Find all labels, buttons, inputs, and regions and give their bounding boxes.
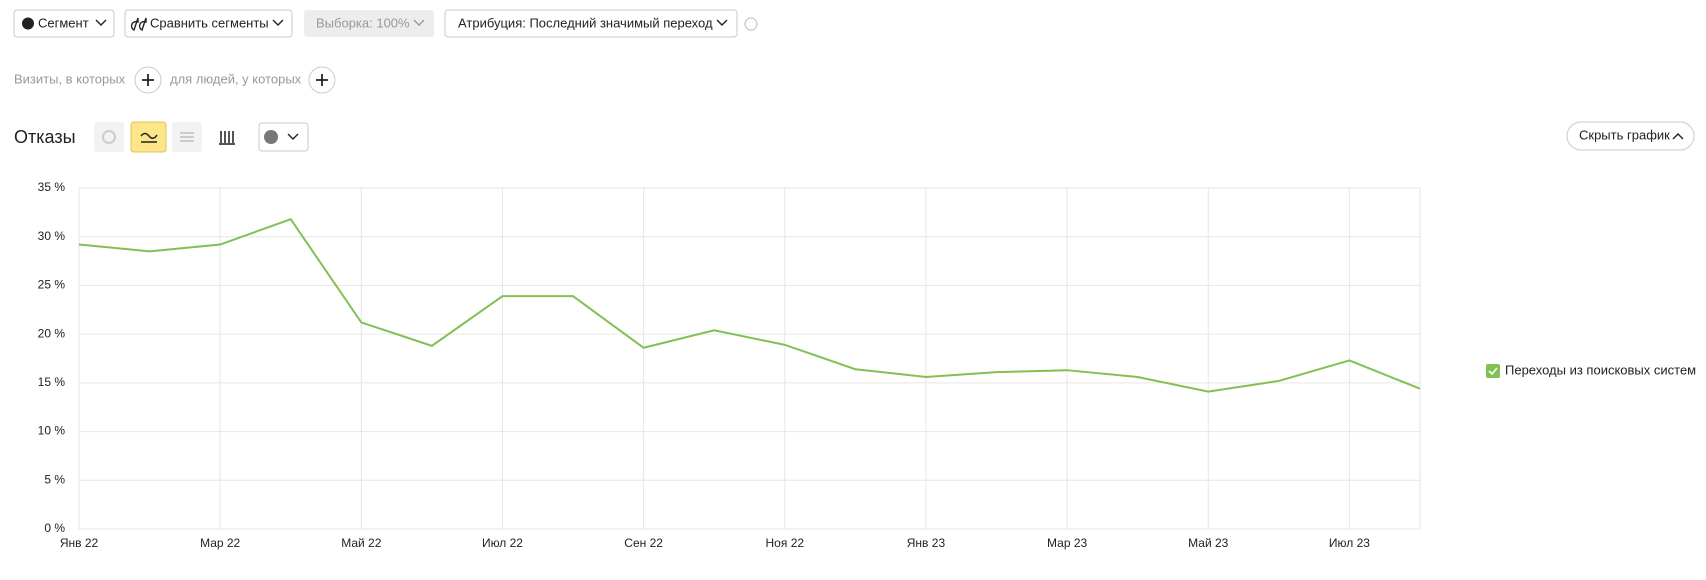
add-people-filter[interactable] [308,66,336,94]
button-label: Сравнить сегменты [150,15,269,30]
sample-button[interactable]: Выборка: 100% [304,10,434,37]
chevron [413,19,425,26]
button-label: Выборка: 100% [316,15,410,30]
x-tick-label: Май 22 [341,536,382,550]
button-label: Скрыть график [1579,127,1670,142]
y-tick-label: 5 % [44,472,65,486]
attribution-button[interactable]: Атрибуция: Последний значимый переход [444,9,738,38]
chevron [287,133,299,140]
notes-dropdown[interactable] [258,122,309,152]
icon [264,130,278,144]
help-icon[interactable] [744,17,758,31]
y-tick-label: 15 % [38,375,66,389]
button-frame [1566,121,1695,151]
pie-view[interactable] [94,122,124,152]
y-tick-label: 35 % [38,180,66,194]
button-label: Сегмент [38,15,89,30]
legend-check [1488,367,1498,376]
filter-label: Визиты, в которых [14,71,126,86]
chevron [272,19,284,26]
button-frame [304,10,434,37]
segment-button[interactable]: Сегмент [13,9,115,38]
add-visit-filter[interactable] [134,66,162,94]
chevron [95,19,107,26]
plot-frame [78,187,1421,530]
icon [22,17,34,30]
y-tick-label: 10 % [38,424,66,438]
button-label: Атрибуция: Последний значимый переход [458,15,713,30]
x-tick-label: Июл 22 [482,536,523,550]
button-frame [258,122,309,152]
hide-chart-button[interactable]: Скрыть график [1566,121,1695,151]
y-tick-label: 20 % [38,326,66,340]
button-frame [444,9,738,38]
x-tick-label: Май 23 [1188,536,1229,550]
x-tick-label: Ноя 22 [766,536,805,550]
x-tick-label: Июл 23 [1329,536,1370,550]
chevron [716,19,728,26]
series-line [78,217,1421,393]
chart-title: Отказы [14,127,76,147]
legend-swatch [1486,364,1500,378]
y-tick-label: 25 % [38,278,66,292]
x-tick-label: Мар 23 [1047,536,1087,550]
icon [102,130,116,144]
bar-view[interactable] [219,131,235,145]
x-tick-label: Янв 23 [907,536,946,550]
button-frame [13,9,115,38]
line-view[interactable] [130,121,167,153]
legend-label: Переходы из поисковых систем [1505,362,1696,377]
x-tick-label: Сен 22 [624,536,663,550]
y-tick-label: 30 % [38,229,66,243]
icon [140,132,158,143]
icon [130,17,147,31]
button-frame [124,9,293,38]
plus [142,74,154,86]
filter-label: для людей, у которых [170,71,302,86]
x-tick-label: Мар 22 [200,536,240,550]
chevron [1672,133,1684,140]
compare-button[interactable]: Сравнить сегменты [124,9,293,38]
y-tick-label: 0 % [44,521,65,535]
icon [180,132,194,142]
x-tick-label: Янв 22 [60,536,99,550]
plus [316,74,328,86]
